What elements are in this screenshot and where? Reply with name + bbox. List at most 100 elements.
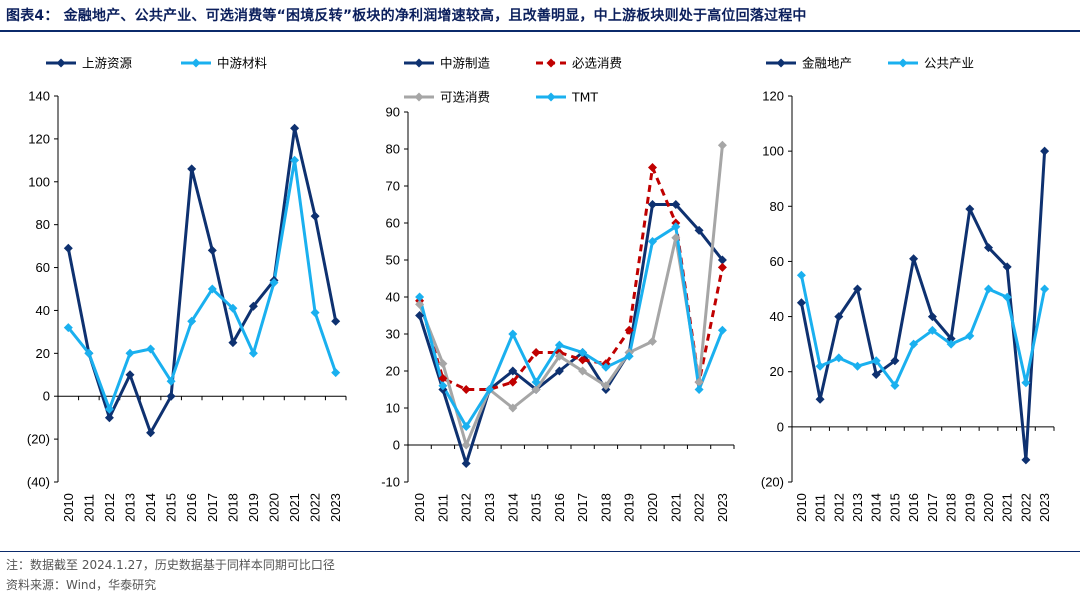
x-tick-label: 2010 [412,493,427,522]
legend-marker [546,92,556,102]
point-公共产业 [946,339,956,349]
point-tmt [648,237,657,246]
x-tick-label: 2015 [887,493,902,522]
figure-title: 图表4： 金融地产、公共产业、可选消费等“困境反转”板块的净利润增速较高，且改善… [6,8,807,24]
point-中游材料 [84,348,94,358]
point-必选消费 [508,377,518,387]
point-tmt [601,362,611,372]
legend-label: 中游制造 [440,56,491,71]
point-中游制造 [508,366,518,376]
x-tick-label: 2019 [246,493,261,522]
point-中游材料 [290,155,300,165]
x-tick-label: 2010 [61,493,76,522]
point-上游资源 [310,211,320,221]
point-公共产业 [1021,378,1031,388]
y-tick-label: 100 [762,144,784,159]
point-金融地产 [815,394,825,404]
series-line-上游资源 [66,126,338,435]
point-上游资源 [146,428,156,438]
point-金融地产 [1040,146,1050,156]
x-tick-label: 2011 [435,494,450,522]
legend-marker [56,58,66,68]
x-tick-label: 2013 [850,493,865,522]
x-tick-label: 2014 [143,493,158,522]
x-tick-label: 2012 [102,493,117,522]
y-tick-label: 80 [36,217,50,232]
series-line-tmt [418,225,724,428]
point-上游资源 [228,338,238,348]
legend-label: 金融地产 [802,56,852,71]
y-tick-label: 40 [36,303,50,318]
y-tick-label: 40 [386,290,400,305]
legend-marker [546,58,556,68]
y-tick-label: 10 [386,401,400,416]
point-必选消费 [717,262,727,272]
legend-item-金融地产: 金融地产 [766,56,852,71]
x-tick-label: 2018 [225,493,240,522]
point-金融地产 [927,312,937,322]
x-tick-label: 2017 [205,493,220,522]
y-tick-label: -10 [381,475,400,490]
point-可选消费 [717,140,727,150]
legend-label: TMT [571,90,598,105]
x-tick-label: 2017 [925,493,940,522]
point-中游材料 [146,344,156,354]
series-line-可选消费 [418,145,724,447]
point-可选消费 [531,385,541,394]
point-tmt [508,329,518,339]
legend-item-中游材料: 中游材料 [181,56,268,71]
point-金融地产 [871,370,881,379]
point-公共产业 [871,356,881,366]
chart-finance-utilities: 金融地产 公共产业 (20) 0 20 40 60 80 100 120 2010 2011 2012 2… [761,56,1055,522]
point-tmt [624,351,634,361]
point-可选消费 [554,351,564,361]
legend-item-中游制造: 中游制造 [404,56,491,71]
point-可选消费 [415,299,425,309]
y-tick-label: 0 [393,438,400,453]
x-tick-label: 2016 [552,493,567,522]
legend-marker [414,58,424,68]
legend-item-tmt: TMT [536,90,598,105]
y-tick-label: 30 [386,327,400,342]
x-tick-label: 2020 [645,493,660,522]
legend-label: 中游材料 [217,56,268,71]
x-tick-label: 2019 [622,493,637,522]
legend-marker [191,58,201,68]
point-金融地产 [853,284,862,294]
x-tick-label: 2023 [328,493,343,522]
legend-marker [898,58,908,68]
title-rule [0,30,1080,32]
point-必选消费 [438,373,448,383]
point-可选消费 [694,377,704,387]
point-tmt [485,385,494,394]
point-金融地产 [796,298,806,308]
point-金融地产 [909,254,919,264]
x-tick-label: 2020 [981,493,996,522]
point-中游材料 [207,284,217,294]
point-可选消费 [648,336,657,346]
point-tmt [717,325,727,335]
point-必选消费 [648,163,657,172]
point-公共产业 [1002,292,1012,302]
point-tmt [415,292,425,302]
point-中游材料 [63,323,73,333]
x-tick-label: 2023 [715,493,730,522]
point-金融地产 [984,243,993,253]
point-公共产业 [1040,284,1050,294]
x-tick-label: 2023 [1037,493,1052,522]
x-tick-label: 2019 [962,493,977,522]
y-tick-label: 140 [28,89,50,104]
figure-title-bar: 图表4： 金融地产、公共产业、可选消费等“困境反转”板块的净利润增速较高，且改善… [0,0,1080,30]
point-必选消费 [531,348,541,357]
point-中游制造 [461,459,471,468]
legend-marker [776,58,786,68]
point-公共产业 [927,325,937,335]
chart-upstream-midstream-materials: 上游资源 中游材料 (40) (20) 0 20 40 60 80 100 120 140 2010 20… [27,56,347,522]
point-tmt [531,377,541,387]
point-tmt [578,348,588,357]
point-公共产业 [834,353,844,363]
point-金融地产 [890,356,900,366]
source-note: 资料来源：Wind，华泰研究 [6,578,157,592]
x-tick-label: 2016 [906,493,921,522]
y-tick-label: 0 [777,419,784,434]
